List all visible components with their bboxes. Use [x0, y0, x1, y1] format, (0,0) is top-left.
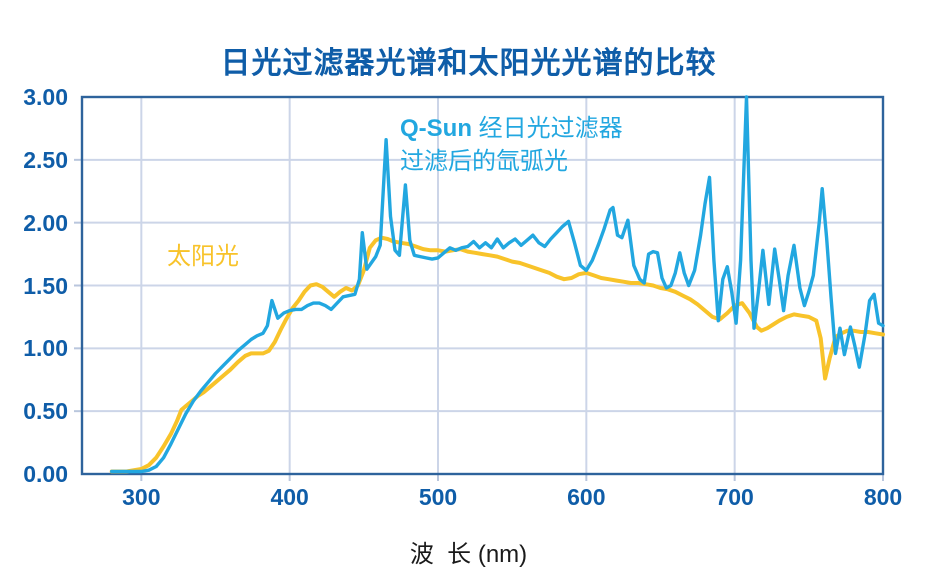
x-tick-label: 800 [863, 484, 903, 510]
chart-title: 日光过滤器光谱和太阳光光谱的比较 [220, 47, 717, 80]
y-tick-label: 0.00 [23, 461, 68, 487]
y-tick-label: 1.00 [23, 335, 68, 362]
sunlight-series-label: 太阳光 [167, 243, 239, 270]
series-line-sunlight [109, 235, 885, 474]
x-tick-label: 400 [270, 484, 309, 510]
qsun-brand-text: Q-Sun [400, 115, 472, 142]
x-tick-label: 700 [715, 484, 754, 510]
y-tick-label: 0.50 [23, 398, 68, 425]
y-tick-label: 1.50 [23, 272, 68, 299]
qsun-series-label-line2: 过滤后的氙弧光 [400, 148, 568, 175]
qsun-series-label: Q-Sun 经日光过滤器 过滤后的氙弧光 [400, 112, 623, 178]
x-tick-label: 500 [418, 484, 458, 510]
plot-frame [80, 95, 885, 476]
x-tick-label: 600 [567, 484, 606, 510]
x-axis-title: 波 长 (nm) [409, 541, 528, 568]
x-tick-label: 300 [122, 484, 161, 510]
y-tick-label: 2.50 [23, 146, 68, 173]
y-tick-label: 2.00 [23, 209, 68, 236]
series-line-qsun [109, 95, 885, 474]
y-tick-label: 3.00 [23, 84, 68, 110]
qsun-series-label-line1: Q-Sun 经日光过滤器 [400, 115, 623, 142]
